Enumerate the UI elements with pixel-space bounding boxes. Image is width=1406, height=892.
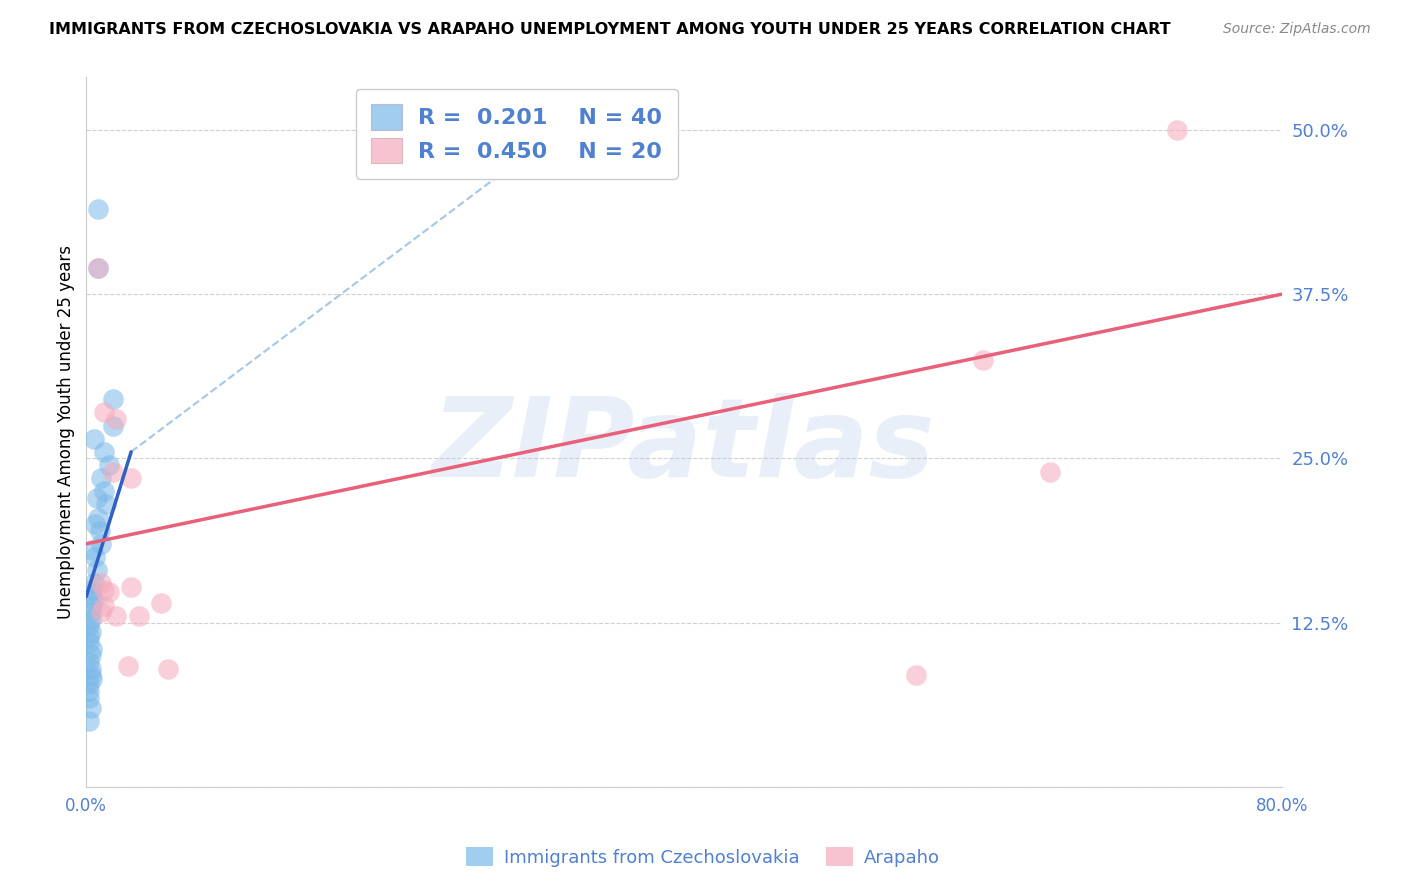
Point bbox=[93, 582, 115, 597]
Point bbox=[86, 491, 108, 505]
Point bbox=[1166, 123, 1188, 137]
Point bbox=[120, 471, 142, 485]
Point bbox=[77, 714, 100, 728]
Point bbox=[84, 549, 107, 564]
Point bbox=[105, 412, 128, 426]
Point bbox=[150, 596, 173, 610]
Point bbox=[103, 465, 125, 479]
Y-axis label: Unemployment Among Youth under 25 years: Unemployment Among Youth under 25 years bbox=[58, 245, 75, 619]
Point bbox=[77, 629, 100, 643]
Point bbox=[77, 618, 100, 632]
Point bbox=[904, 668, 927, 682]
Point bbox=[82, 582, 104, 597]
Point bbox=[117, 659, 139, 673]
Point bbox=[83, 576, 105, 591]
Point bbox=[120, 580, 142, 594]
Point bbox=[972, 352, 994, 367]
Point bbox=[97, 458, 120, 472]
Point bbox=[80, 648, 103, 663]
Text: Source: ZipAtlas.com: Source: ZipAtlas.com bbox=[1223, 22, 1371, 37]
Point bbox=[83, 593, 105, 607]
Point bbox=[83, 432, 105, 446]
Point bbox=[87, 260, 110, 275]
Point bbox=[82, 543, 104, 558]
Text: IMMIGRANTS FROM CZECHOSLOVAKIA VS ARAPAHO UNEMPLOYMENT AMONG YOUTH UNDER 25 YEAR: IMMIGRANTS FROM CZECHOSLOVAKIA VS ARAPAH… bbox=[49, 22, 1171, 37]
Text: ZIPatlas: ZIPatlas bbox=[432, 392, 936, 500]
Point bbox=[80, 612, 103, 626]
Point bbox=[87, 510, 110, 524]
Point bbox=[82, 599, 104, 613]
Legend: R =  0.201    N = 40, R =  0.450    N = 20: R = 0.201 N = 40, R = 0.450 N = 20 bbox=[356, 88, 678, 178]
Point bbox=[87, 202, 110, 216]
Point bbox=[93, 445, 115, 459]
Point bbox=[84, 517, 107, 532]
Point bbox=[82, 641, 104, 656]
Point bbox=[77, 635, 100, 649]
Legend: Immigrants from Czechoslovakia, Arapaho: Immigrants from Czechoslovakia, Arapaho bbox=[458, 840, 948, 874]
Point bbox=[77, 677, 100, 691]
Point bbox=[87, 260, 110, 275]
Point bbox=[97, 585, 120, 599]
Point bbox=[90, 471, 112, 485]
Point bbox=[1039, 465, 1062, 479]
Point bbox=[93, 484, 115, 499]
Point bbox=[90, 537, 112, 551]
Point bbox=[89, 524, 111, 538]
Point bbox=[80, 605, 103, 619]
Point bbox=[103, 392, 125, 407]
Point bbox=[93, 599, 115, 613]
Point bbox=[77, 684, 100, 698]
Point bbox=[90, 576, 112, 591]
Point bbox=[80, 701, 103, 715]
Point bbox=[103, 418, 125, 433]
Point bbox=[93, 405, 115, 419]
Point bbox=[82, 672, 104, 686]
Point bbox=[80, 624, 103, 639]
Point bbox=[80, 587, 103, 601]
Point bbox=[128, 609, 150, 624]
Point bbox=[80, 662, 103, 676]
Point bbox=[105, 609, 128, 624]
Point bbox=[94, 497, 117, 511]
Point bbox=[157, 662, 180, 676]
Point bbox=[86, 563, 108, 577]
Point bbox=[90, 605, 112, 619]
Point bbox=[77, 690, 100, 705]
Point bbox=[80, 668, 103, 682]
Point bbox=[77, 655, 100, 669]
